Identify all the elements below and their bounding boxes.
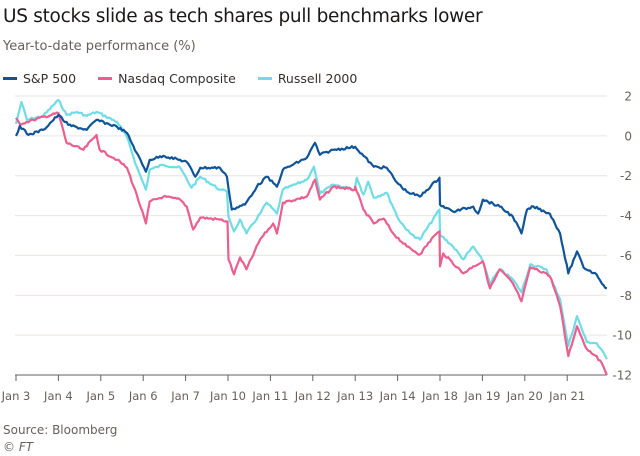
legend-item-nasdaq: Nasdaq Composite (98, 71, 236, 86)
x-tick-label: Jan 6 (128, 389, 158, 403)
x-tick-label: Jan 11 (251, 389, 288, 403)
legend-swatch (257, 77, 272, 80)
x-tick-label: Jan 4 (43, 389, 73, 403)
legend-label: Russell 2000 (277, 71, 358, 86)
x-tick-label: Jan 7 (170, 389, 200, 403)
legend-label: S&P 500 (23, 71, 77, 86)
y-tick-label: 2 (624, 90, 632, 104)
series-line-nasdaq-composite (15, 111, 608, 376)
y-tick-label: -12 (612, 369, 632, 383)
y-tick-label: -8 (620, 289, 632, 303)
x-tick-label: Jan 3 (1, 389, 31, 403)
series-line-russell-2000 (14, 98, 608, 360)
y-tick-label: -4 (620, 209, 632, 223)
legend-label: Nasdaq Composite (118, 71, 236, 86)
y-tick-label: -6 (620, 249, 632, 263)
y-tick-label: 0 (624, 129, 632, 143)
x-tick-label: Jan 19 (463, 389, 500, 403)
x-tick-label: Jan 5 (85, 389, 115, 403)
chart-title: US stocks slide as tech shares pull benc… (3, 6, 483, 27)
x-tick-label: Jan 12 (294, 389, 331, 403)
credit: © FT (3, 440, 34, 454)
y-tick-label: -2 (620, 169, 632, 183)
legend-swatch (98, 77, 113, 80)
series-line-s-p-500 (15, 113, 608, 290)
x-tick-label: Jan 21 (548, 389, 585, 403)
chart-subtitle: Year-to-date performance (%) (3, 39, 196, 54)
legend-item-russell: Russell 2000 (257, 71, 358, 86)
x-tick-label: Jan 10 (209, 389, 246, 403)
x-tick-label: Jan 18 (421, 389, 458, 403)
x-tick-label: Jan 13 (336, 389, 373, 403)
source-note: Source: Bloomberg (3, 423, 118, 437)
legend-item-sp500: S&P 500 (3, 71, 76, 86)
x-tick-label: Jan 14 (379, 389, 416, 403)
legend: S&P 500 Nasdaq Composite Russell 2000 (3, 71, 357, 86)
x-tick-label: Jan 20 (506, 389, 543, 403)
y-tick-label: -10 (612, 329, 632, 343)
legend-swatch (3, 77, 17, 80)
